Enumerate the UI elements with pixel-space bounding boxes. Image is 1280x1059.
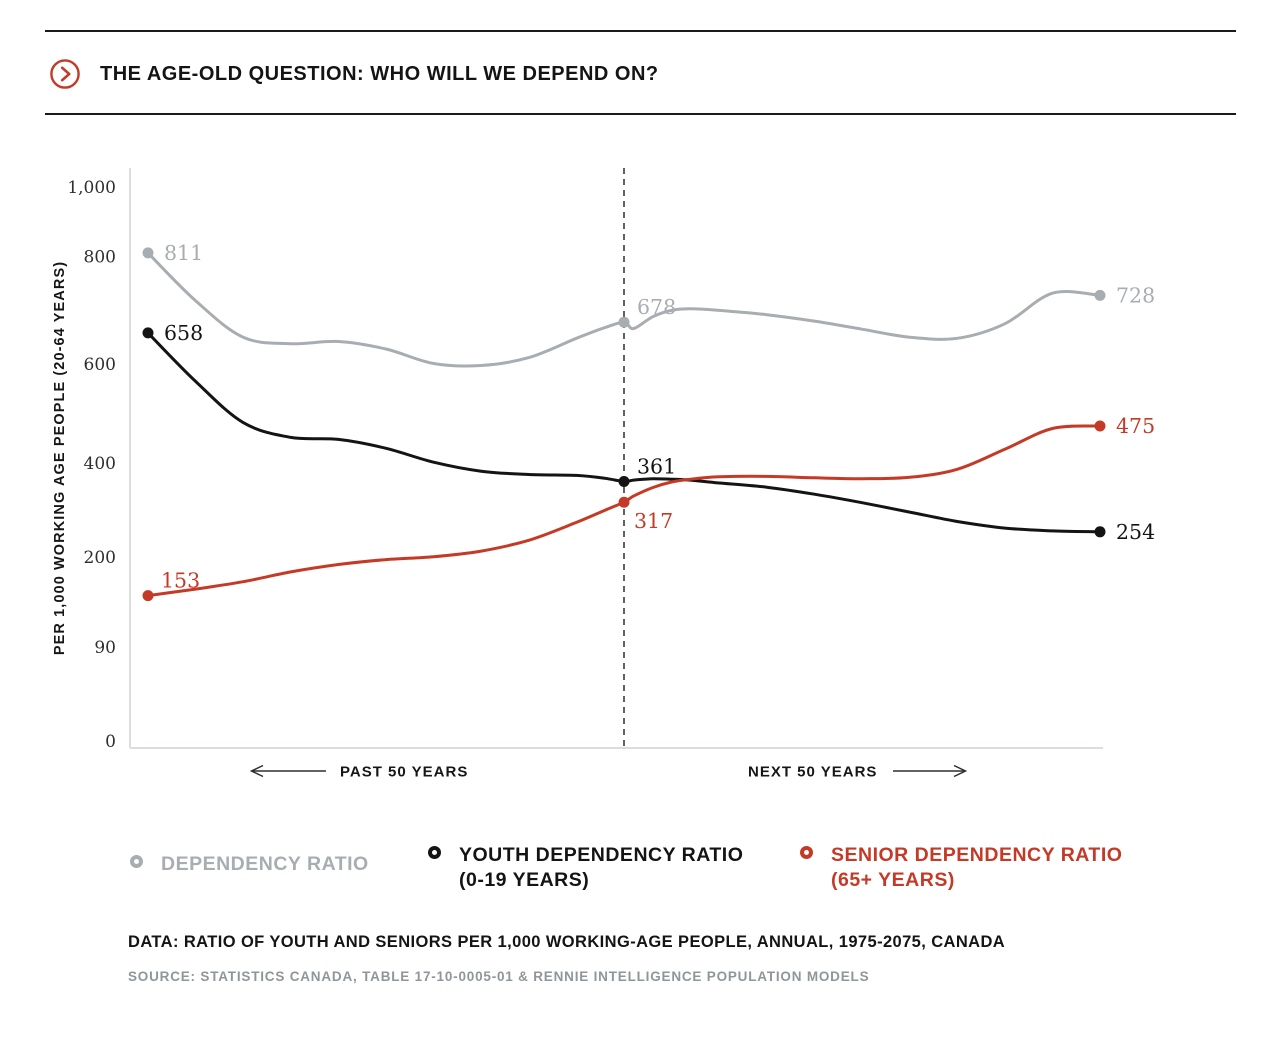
legend-label-line2: (65+ YEARS) [831,868,955,891]
y-tick-label: 400 [84,454,116,474]
y-tick-label: 200 [84,548,116,568]
past-50-years-label: PAST 50 YEARS [340,764,468,781]
y-tick-label: 1,000 [67,178,116,198]
data-point-label: 475 [1116,414,1155,438]
data-point-marker [142,327,154,339]
past-arrow-head-icon [249,764,264,778]
data-point-marker [618,476,630,488]
data-point-marker [1094,289,1106,301]
next-arrow-head-icon [953,764,968,778]
legend-item-dependency-ratio: DEPENDENCY RATIO [130,852,369,877]
legend-item-youth-dependency-ratio: YOUTH DEPENDENCY RATIO (0-19 YEARS) [428,843,743,892]
data-point-label: 728 [1116,283,1155,307]
top-divider-line [45,30,1236,32]
data-point-label: 153 [161,569,200,593]
y-tick-label: 0 [105,732,116,752]
legend-label: YOUTH DEPENDENCY RATIO (0-19 YEARS) [459,843,743,892]
legend-ring-icon [800,846,813,859]
y-tick-label: 800 [84,248,116,268]
data-point-label: 678 [637,295,676,319]
legend-label-line1: DEPENDENCY RATIO [161,853,369,875]
data-note: DATA: RATIO OF YOUTH AND SENIORS PER 1,0… [128,933,1006,951]
y-tick-label: 600 [84,355,116,375]
legend-ring-icon [428,846,441,859]
data-point-label: 317 [634,509,673,533]
data-point-label: 811 [164,241,203,265]
header-divider-line [45,113,1236,115]
legend-label-line2: (0-19 YEARS) [459,868,590,891]
data-point-marker [618,496,630,508]
data-point-marker [1094,526,1106,538]
y-tick-label: 90 [94,638,116,658]
data-point-marker [618,316,630,328]
data-point-marker [1094,420,1106,432]
source-note: SOURCE: STATISTICS CANADA, TABLE 17-10-0… [128,969,870,984]
legend-label-line1: YOUTH DEPENDENCY RATIO [459,844,744,866]
arrow-right-circle-icon [50,59,80,89]
dependency-ratio-line-chart: 0 90 200 400 600 800 1,000 PER 1,000 WORKING AG… [52,168,1155,781]
next-50-years-label: NEXT 50 YEARS [748,764,877,781]
series-line-2 [146,424,1102,598]
legend-label: SENIOR DEPENDENCY RATIO (65+ YEARS) [831,843,1122,892]
data-point-label: 254 [1116,520,1155,544]
legend-label-line1: SENIOR DEPENDENCY RATIO [831,844,1123,866]
page-title: THE AGE-OLD QUESTION: WHO WILL WE DEPEND… [100,63,659,85]
data-point-label: 658 [164,321,203,345]
y-axis-title: PER 1,000 WORKING AGE PEOPLE (20-64 YEAR… [52,261,68,655]
legend-label: DEPENDENCY RATIO [161,852,369,877]
data-point-label: 361 [637,455,676,479]
data-point-marker [142,590,154,602]
legend-item-senior-dependency-ratio: SENIOR DEPENDENCY RATIO (65+ YEARS) [800,843,1122,892]
legend-ring-icon [130,855,143,868]
series-line-0 [146,251,1102,368]
data-point-marker [142,247,154,259]
series-line-1 [146,331,1102,534]
